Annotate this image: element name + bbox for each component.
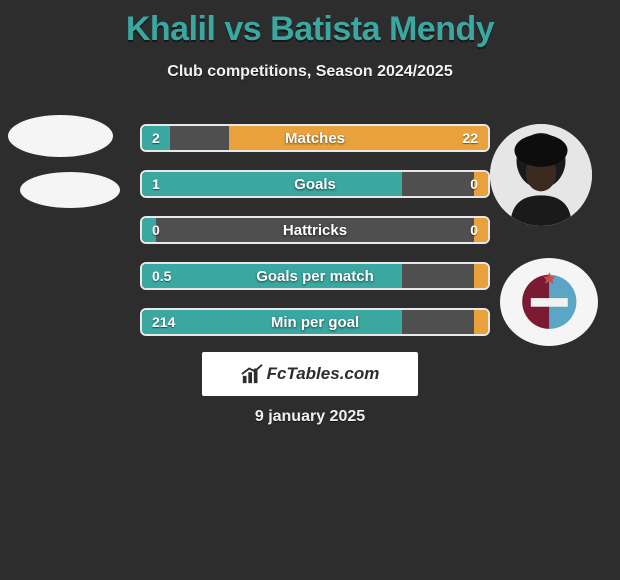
stat-label: Hattricks — [142, 218, 488, 242]
page-title: Khalil vs Batista Mendy — [0, 0, 620, 49]
stat-left-value: 1 — [142, 172, 170, 196]
stat-row: 10Goals — [140, 170, 490, 198]
player-right-avatar — [490, 124, 592, 226]
stat-row: 0 0Hattricks — [140, 216, 490, 244]
player-right-club-logo — [500, 258, 598, 346]
comparison-bars: 222Matches10Goals00Hattricks0.5Goals per… — [140, 124, 490, 354]
stat-left-value: 2 — [142, 126, 170, 150]
stat-right-value: 22 — [452, 126, 488, 150]
date-line: 9 january 2025 — [0, 408, 620, 426]
stat-row: 0.5Goals per match — [140, 262, 490, 290]
player-left-avatar — [8, 115, 113, 157]
brand-text: FcTables.com — [267, 364, 380, 384]
bar-chart-icon — [241, 363, 263, 385]
stat-left-fill — [142, 172, 402, 196]
stat-right-value: 0 — [460, 218, 488, 242]
subtitle: Club competitions, Season 2024/2025 — [0, 63, 620, 81]
avatar-portrait-icon — [490, 124, 592, 226]
stat-right-value — [468, 264, 488, 288]
stat-row: 214Min per goal — [140, 308, 490, 336]
stat-right-value: 0 — [460, 172, 488, 196]
stat-left-value: 0.5 — [142, 264, 181, 288]
trabzonspor-logo-icon — [515, 271, 584, 333]
stat-left-value: 214 — [142, 310, 185, 334]
brand-box: FcTables.com — [202, 352, 418, 396]
stat-row: 222Matches — [140, 124, 490, 152]
stat-left-value: 0 — [142, 218, 170, 242]
player-left-club-logo — [20, 172, 120, 208]
stat-right-fill — [229, 126, 489, 150]
stat-right-value — [468, 310, 488, 334]
